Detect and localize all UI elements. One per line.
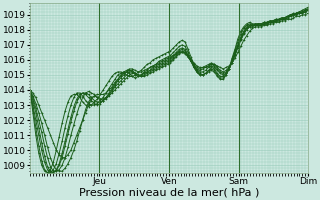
X-axis label: Pression niveau de la mer( hPa ): Pression niveau de la mer( hPa )	[79, 187, 259, 197]
